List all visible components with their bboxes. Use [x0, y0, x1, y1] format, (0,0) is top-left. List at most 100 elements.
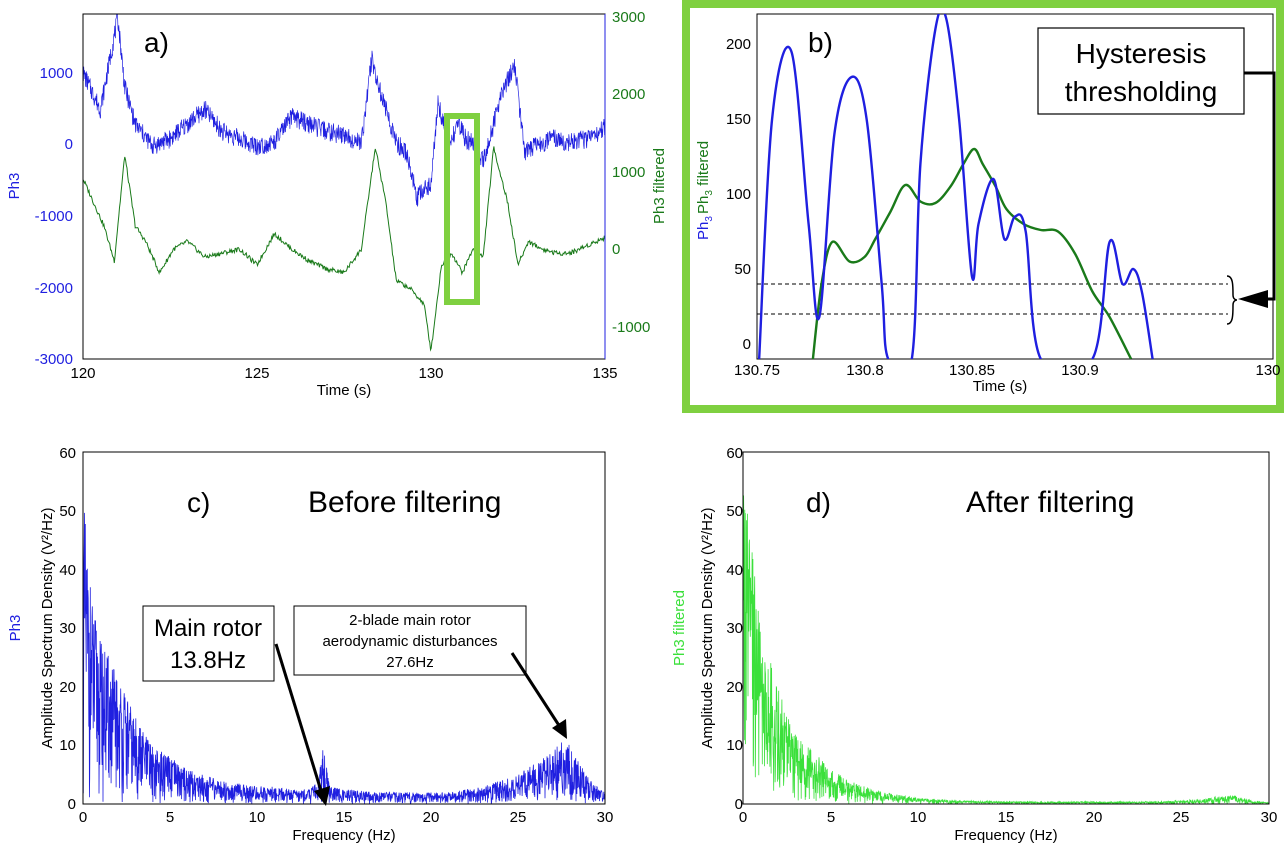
x-tick-label: 20: [423, 809, 440, 826]
y-tick-label: -2000: [35, 280, 73, 297]
panel-c: c) Before filtering Main rotor 13.8Hz 2-…: [7, 445, 613, 844]
panel-b-lines: [757, 14, 1228, 359]
panel-d-side-label: Ph3 filtered: [671, 590, 688, 666]
panel-c-lines: [83, 512, 605, 804]
panel-a-xticks: 120 125 130 135: [70, 365, 617, 382]
main-rotor-label-line1: Main rotor: [154, 615, 262, 642]
disturbance-label-line2: aerodynamic disturbances: [322, 633, 497, 650]
panel-a-yticks-right: -1000 0 1000 2000 3000: [612, 9, 650, 336]
panel-b-label: b): [808, 27, 833, 58]
zoom-highlight-box: [444, 113, 480, 305]
x-tick-label: 10: [910, 809, 927, 826]
hysteresis-arrowhead: [1238, 290, 1268, 308]
panel-b: b) Hysteresis thresholding 130.75 130.8 …: [682, 0, 1284, 413]
panel-d-label: d): [806, 487, 831, 518]
panel-d: d) After filtering 0 5 10 15 20 25 30 0 …: [671, 445, 1277, 844]
panel-a: a) 120 125 130 135 -3000 -2000 -1000 0 1…: [6, 9, 668, 399]
panel-c-label: c): [187, 487, 210, 518]
x-tick-label: 0: [79, 809, 87, 826]
panel-a-lines: [83, 14, 605, 352]
series-ph3-filtered-line: [811, 147, 1133, 359]
y-tick-label: 0: [735, 796, 743, 813]
panel-d-xticks: 0 5 10 15 20 25 30: [739, 809, 1278, 826]
y-tick-label: 30: [59, 620, 76, 637]
hysteresis-label-line1: Hysteresis: [1076, 38, 1207, 69]
x-tick-label: 5: [166, 809, 174, 826]
x-tick-label: 130.8: [846, 362, 884, 379]
y-tick-label: 0: [743, 336, 751, 353]
x-tick-label: 25: [1173, 809, 1190, 826]
panel-b-xlabel: Time (s): [973, 378, 1027, 395]
panel-c-title: Before filtering: [308, 486, 501, 519]
y-tick-label: 150: [726, 111, 751, 128]
y-tick-label: 20: [726, 679, 743, 696]
x-tick-label: 135: [592, 365, 617, 382]
x-tick-label: 30: [597, 809, 614, 826]
y-tick-label-right: 1000: [612, 164, 645, 181]
y-tick-label: 200: [726, 36, 751, 53]
y-tick-label: 40: [726, 562, 743, 579]
main-rotor-arrowhead: [314, 786, 330, 806]
panel-b-ylabel: Ph3 Ph3 filtered: [695, 141, 715, 240]
series-ph3-filtered-spectrum: [743, 484, 1269, 804]
disturbance-arrow: [510, 652, 562, 728]
main-rotor-label-line2: 13.8Hz: [170, 647, 246, 674]
x-tick-label: 130: [1255, 362, 1280, 379]
panel-a-yticks-left: -3000 -2000 -1000 0 1000: [35, 65, 73, 368]
panel-c-ylabel: Amplitude Spectrum Density (V²/Hz): [39, 508, 56, 749]
series-ph3-line: [83, 14, 605, 207]
x-tick-label: 15: [998, 809, 1015, 826]
y-tick-label: -1000: [35, 208, 73, 225]
x-tick-label: 30: [1261, 809, 1278, 826]
y-tick-label: 1000: [40, 65, 73, 82]
y-tick-label-right: 3000: [612, 9, 645, 26]
x-tick-label: 20: [1086, 809, 1103, 826]
x-tick-label: 5: [827, 809, 835, 826]
panel-a-ylabel-left: Ph3: [6, 173, 23, 200]
panel-a-ylabel-right: Ph3 filtered: [651, 148, 668, 224]
y-tick-label: -3000: [35, 351, 73, 368]
y-tick-label: 60: [59, 445, 76, 462]
panel-c-side-label: Ph3: [7, 615, 24, 642]
disturbance-label-line3: 27.6Hz: [386, 654, 434, 671]
y-tick-label: 50: [726, 503, 743, 520]
panel-b-xticks: 130.75 130.8 130.85 130.9 130: [734, 362, 1280, 379]
x-tick-label: 130.9: [1061, 362, 1099, 379]
threshold-brace: [1226, 275, 1238, 325]
panel-a-axes-frame: [82, 13, 606, 360]
y-tick-label: 100: [726, 186, 751, 203]
panel-c-yticks: 0 10 20 30 40 50 60: [59, 445, 76, 813]
panel-b-ylabel-ph3: Ph3: [695, 216, 715, 240]
x-tick-label: 130: [418, 365, 443, 382]
panel-c-xticks: 0 5 10 15 20 25 30: [79, 809, 614, 826]
hysteresis-label-line2: thresholding: [1065, 76, 1218, 107]
x-tick-label: 10: [249, 809, 266, 826]
panel-d-axes-frame: [742, 451, 1270, 805]
disturbance-label-line1: 2-blade main rotor: [349, 612, 471, 629]
y-tick-label: 50: [59, 503, 76, 520]
panel-a-label: a): [144, 27, 169, 58]
hysteresis-arrow-line: [1244, 71, 1276, 301]
y-tick-label: 50: [734, 261, 751, 278]
panel-d-lines: [743, 484, 1269, 804]
y-tick-label: 20: [59, 679, 76, 696]
x-tick-label: 120: [70, 365, 95, 382]
panel-d-ylabel: Amplitude Spectrum Density (V²/Hz): [699, 508, 716, 749]
disturbance-arrowhead: [552, 719, 567, 739]
panel-d-title: After filtering: [966, 486, 1134, 519]
panel-a-xlabel: Time (s): [317, 382, 371, 399]
y-tick-label: 10: [59, 737, 76, 754]
panel-d-xlabel: Frequency (Hz): [954, 827, 1057, 844]
y-tick-label: 30: [726, 620, 743, 637]
y-tick-label-right: -1000: [612, 319, 650, 336]
y-tick-label-right: 2000: [612, 86, 645, 103]
y-tick-label: 10: [726, 737, 743, 754]
series-ph3-filtered-line: [83, 146, 605, 352]
hysteresis-annotation-box: [1037, 27, 1245, 115]
x-tick-label: 130.85: [949, 362, 995, 379]
main-rotor-arrow: [274, 643, 324, 795]
panel-b-green-frame: [682, 0, 1284, 413]
panel-b-ylabel-ph3-filtered: Ph3 filtered: [695, 141, 715, 214]
y-tick-label: 0: [68, 796, 76, 813]
